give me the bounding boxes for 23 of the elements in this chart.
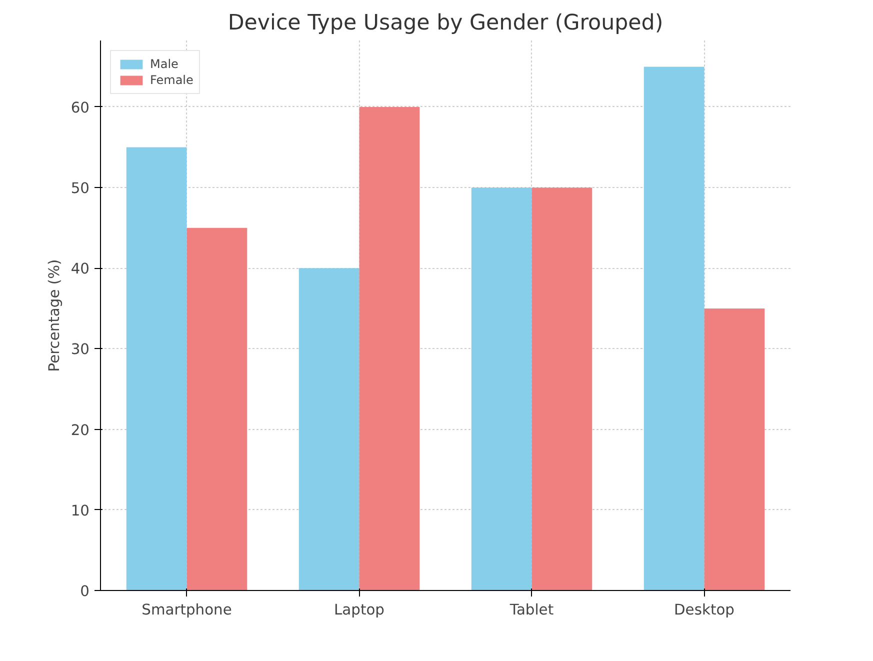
y-tick-label: 60 <box>70 99 90 116</box>
y-tick-label: 50 <box>70 180 90 198</box>
x-tick-label: Desktop <box>674 602 734 618</box>
bar <box>532 188 592 590</box>
bar <box>359 106 420 590</box>
y-tick-label: 20 <box>70 422 90 439</box>
y-axis-title: Percentage (%) <box>46 259 63 372</box>
bar <box>644 66 704 590</box>
x-tick-label: Laptop <box>334 602 384 618</box>
x-tick-label: Tablet <box>508 602 554 618</box>
bar <box>704 308 765 590</box>
legend-label: Male <box>150 57 178 71</box>
y-tick-label: 10 <box>70 502 90 520</box>
bar <box>298 268 360 590</box>
bar <box>186 228 248 590</box>
chart-title: Device Type Usage by Gender (Grouped) <box>228 10 664 36</box>
y-tick-label: 0 <box>80 583 90 600</box>
y-tick-label: 40 <box>70 260 90 278</box>
y-tick-label: 30 <box>70 341 90 358</box>
legend-label: Female <box>150 73 194 87</box>
x-tick-label: Smartphone <box>142 602 232 618</box>
bar <box>471 188 532 590</box>
bar <box>126 147 187 590</box>
